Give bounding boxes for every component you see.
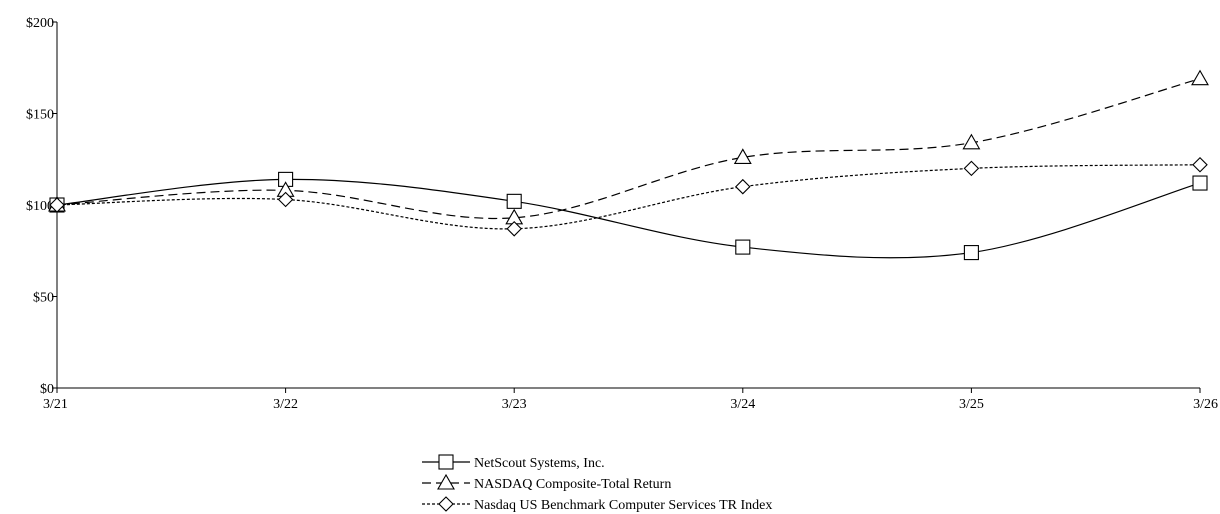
series-markers bbox=[48, 69, 1209, 261]
x-tick-label: 3/22 bbox=[273, 397, 298, 412]
x-tick-label: 3/25 bbox=[959, 397, 984, 412]
series-3-point bbox=[506, 221, 522, 237]
x-tick-label: 3/24 bbox=[730, 397, 755, 412]
series-3-point bbox=[735, 178, 751, 195]
series-1-point bbox=[1192, 175, 1208, 191]
series-lines bbox=[56, 78, 1201, 259]
y-tick-label: $0 bbox=[40, 382, 54, 397]
series-3-point bbox=[1192, 156, 1208, 173]
series-1-point bbox=[506, 193, 522, 209]
series-2-point bbox=[733, 148, 752, 164]
y-tick-label: $100 bbox=[26, 199, 54, 214]
legend-marker-3 bbox=[438, 496, 454, 512]
series-line-3 bbox=[56, 164, 1201, 230]
legend-marker-2 bbox=[437, 473, 455, 490]
legend: NetScout Systems, Inc. NASDAQ Composite-T… bbox=[422, 454, 772, 513]
y-tick-label: $150 bbox=[26, 108, 54, 123]
legend-label-1: NetScout Systems, Inc. bbox=[474, 456, 605, 471]
legend-marker-1 bbox=[438, 454, 454, 470]
series-line-2 bbox=[56, 78, 1201, 220]
series-line-1 bbox=[56, 178, 1201, 259]
series-3-point bbox=[963, 160, 980, 177]
series-3-point bbox=[277, 191, 294, 208]
y-tick-label: $200 bbox=[26, 16, 54, 31]
x-tick-label: 3/23 bbox=[502, 397, 527, 412]
legend-label-3: Nasdaq US Benchmark Computer Services TR… bbox=[474, 498, 772, 513]
y-tick-label: $50 bbox=[33, 291, 54, 306]
legend-label-2: NASDAQ Composite-Total Return bbox=[474, 477, 671, 492]
x-axis-ticks: 3/21 3/22 3/23 3/24 3/25 3/26 bbox=[43, 388, 1218, 412]
series-1-point bbox=[735, 239, 751, 255]
chart-axes bbox=[56, 22, 1200, 389]
x-tick-label: 3/21 bbox=[43, 397, 68, 412]
series-1-point bbox=[963, 245, 979, 261]
series-2-point bbox=[1191, 69, 1209, 86]
x-tick-label: 3/26 bbox=[1193, 397, 1218, 412]
series-2-point bbox=[962, 133, 981, 150]
series-3-point bbox=[49, 197, 65, 213]
y-axis-ticks: $0 $50 $100 $150 $200 bbox=[26, 16, 57, 397]
